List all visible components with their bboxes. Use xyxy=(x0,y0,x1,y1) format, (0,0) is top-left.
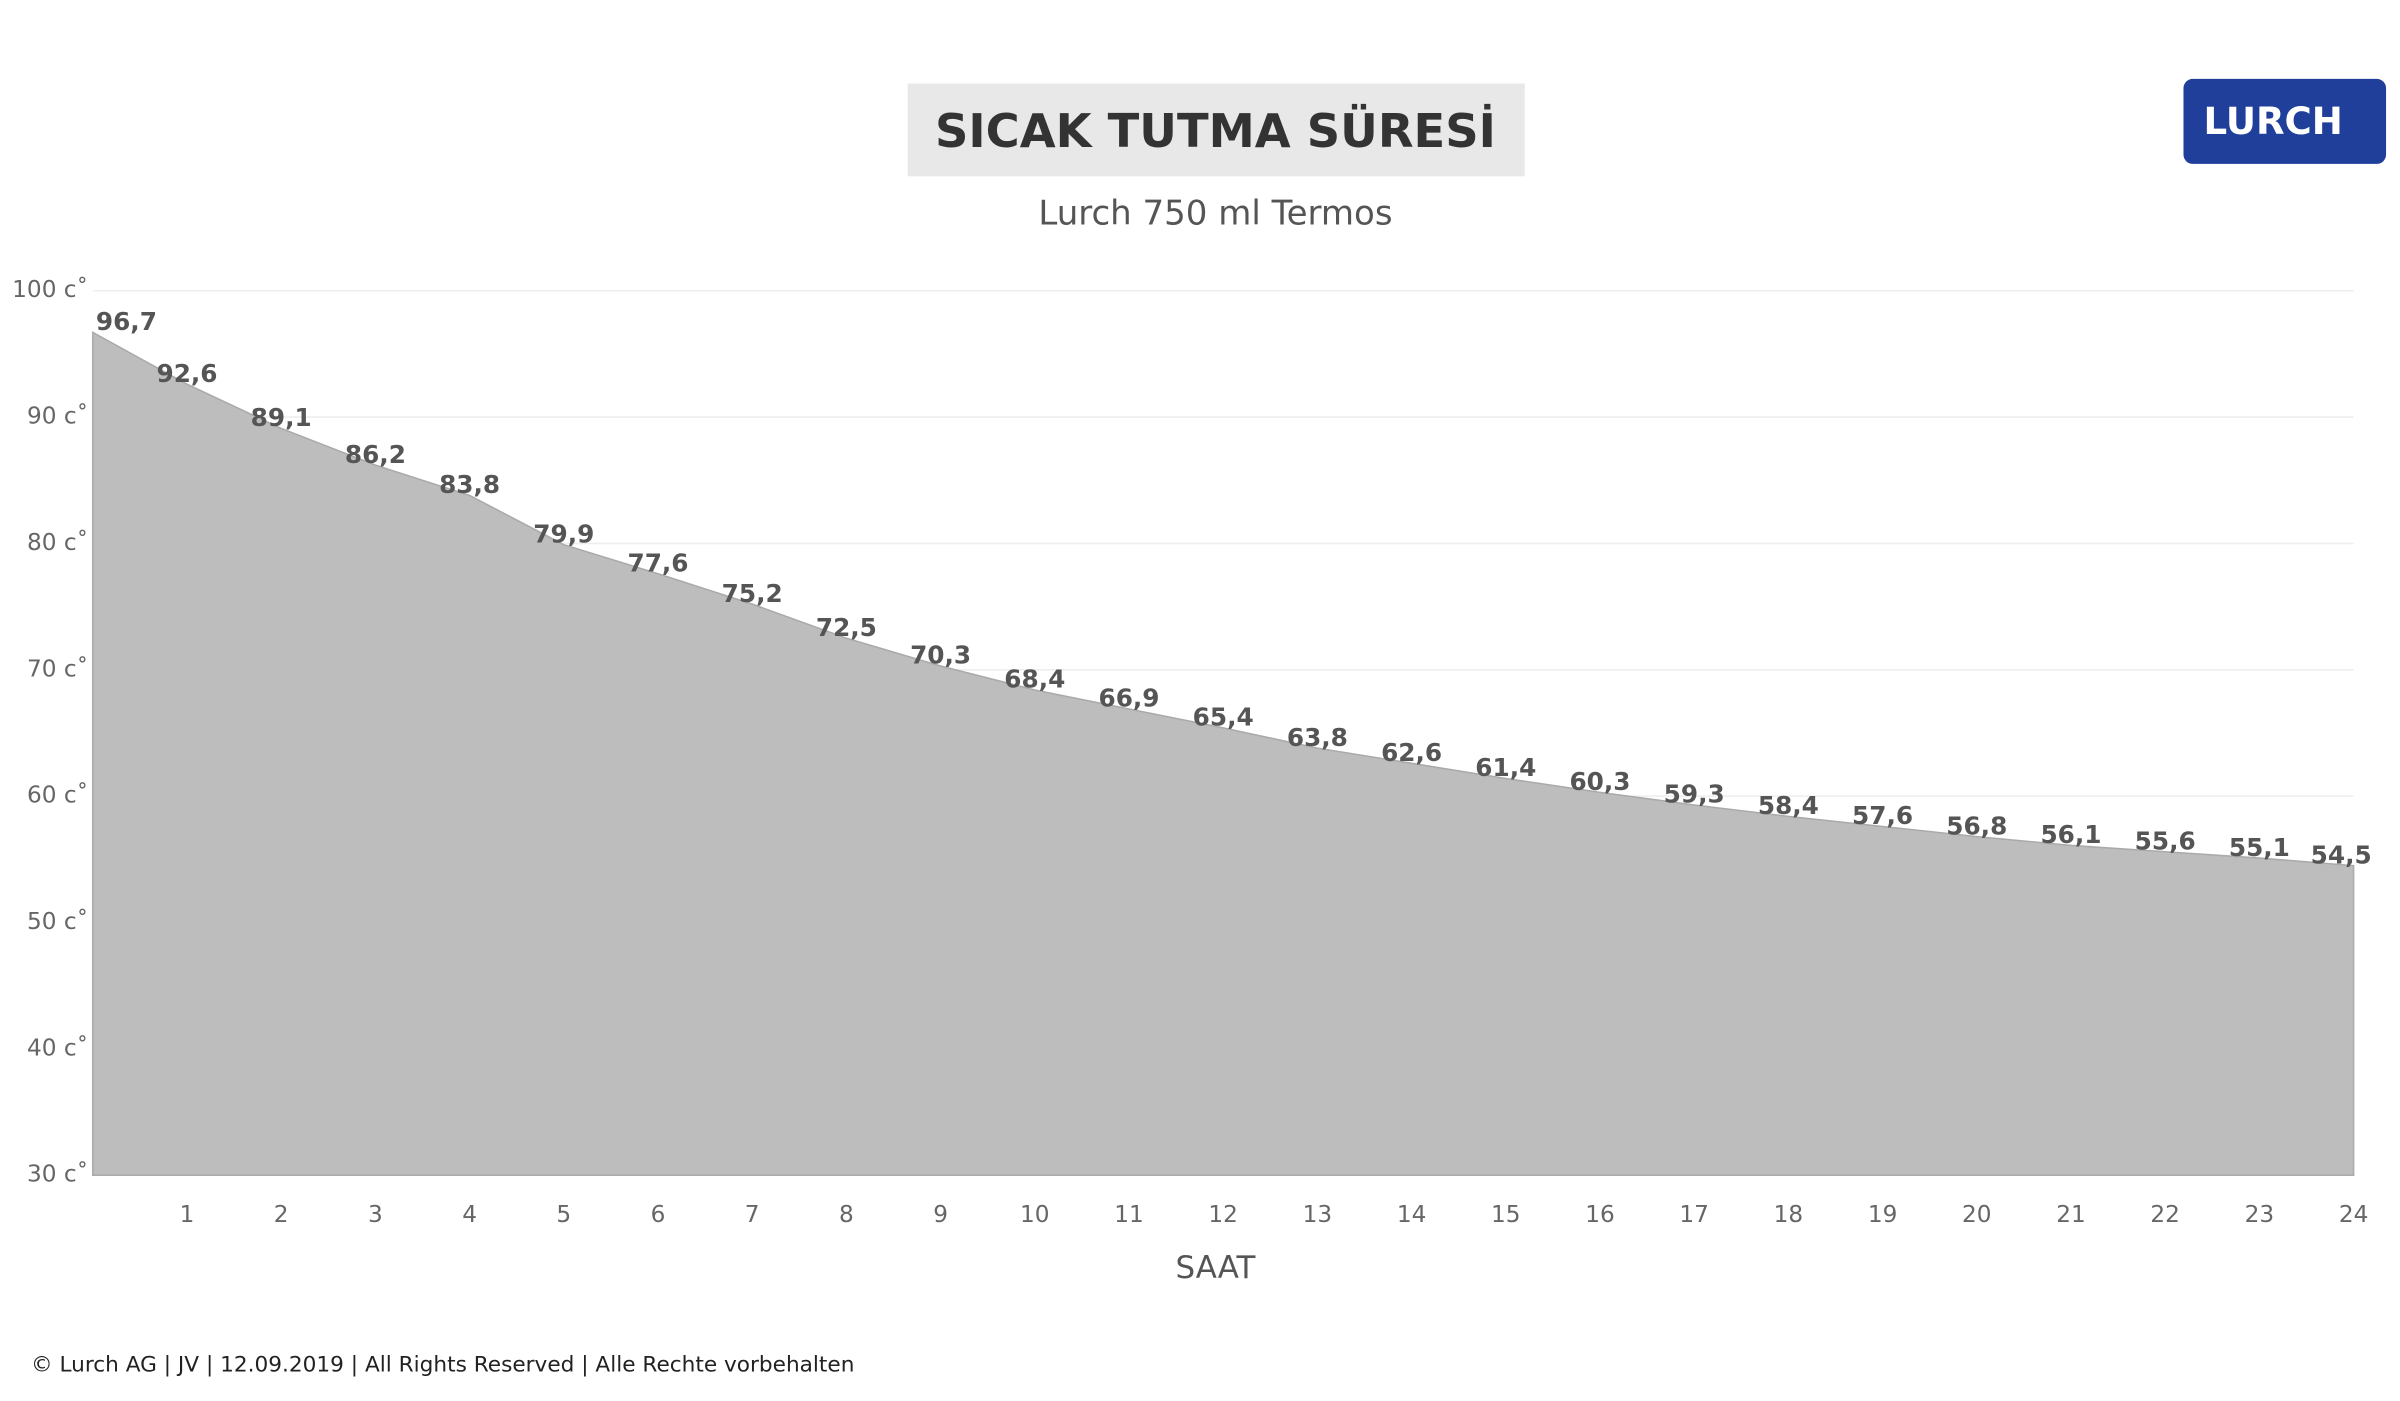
title-box xyxy=(907,83,1525,177)
x-tick-label: 22 xyxy=(2150,1201,2180,1228)
data-label: 65,4 xyxy=(1193,703,1254,732)
logo-box xyxy=(2183,78,2387,164)
x-tick-label: 15 xyxy=(1491,1201,1521,1228)
x-tick-label: 18 xyxy=(1774,1201,1804,1228)
data-label: 62,6 xyxy=(1381,738,1442,767)
x-tick-label: 11 xyxy=(1114,1201,1144,1228)
data-label: 72,5 xyxy=(816,613,877,642)
data-label: 54,5 xyxy=(2311,840,2372,869)
x-tick-label: 16 xyxy=(1585,1201,1615,1228)
data-label: 66,9 xyxy=(1098,684,1159,713)
x-tick-label: 4 xyxy=(462,1201,477,1228)
area xyxy=(92,331,2355,1177)
y-tick-label: 70 c˚ xyxy=(27,655,88,682)
data-label: 75,2 xyxy=(722,579,783,608)
data-label: 55,6 xyxy=(2135,826,2196,855)
x-tick-label: 2 xyxy=(274,1201,289,1228)
data-label: 59,3 xyxy=(1664,780,1725,809)
x-tick-label: 5 xyxy=(556,1201,571,1228)
x-tick-label: 24 xyxy=(2339,1201,2369,1228)
data-label: 86,2 xyxy=(345,440,406,469)
y-tick-label: 100 c˚ xyxy=(12,276,88,303)
data-label: 58,4 xyxy=(1758,791,1819,820)
x-tick-label: 7 xyxy=(745,1201,760,1228)
y-tick-label: 80 c˚ xyxy=(27,529,88,556)
data-label: 55,1 xyxy=(2229,833,2290,862)
x-tick-label: 3 xyxy=(368,1201,383,1228)
data-label: 61,4 xyxy=(1475,753,1536,782)
data-label: 56,1 xyxy=(2040,820,2101,849)
data-label: 96,7 xyxy=(96,307,157,336)
data-label: 92,6 xyxy=(156,359,217,388)
data-label: 70,3 xyxy=(910,641,971,670)
x-tick-label: 14 xyxy=(1397,1201,1427,1228)
y-tick-label: 40 c˚ xyxy=(27,1034,88,1061)
x-tick-label: 9 xyxy=(933,1201,948,1228)
x-tick-label: 1 xyxy=(180,1201,195,1228)
data-label: 56,8 xyxy=(1946,811,2007,840)
data-label: 68,4 xyxy=(1004,665,1065,694)
data-label: 60,3 xyxy=(1569,767,1630,796)
x-tick-label: 13 xyxy=(1303,1201,1333,1228)
data-label: 77,6 xyxy=(627,548,688,577)
data-label: 83,8 xyxy=(439,470,500,499)
x-tick-label: 23 xyxy=(2245,1201,2275,1228)
x-tick-label: 19 xyxy=(1868,1201,1898,1228)
y-tick-label: 30 c˚ xyxy=(27,1161,88,1188)
data-label: 57,6 xyxy=(1852,801,1913,830)
x-tick-label: 12 xyxy=(1208,1201,1238,1228)
x-tick-label: 6 xyxy=(651,1201,666,1228)
x-tick-label: 20 xyxy=(1962,1201,1992,1228)
logo: LURCH xyxy=(2204,100,2343,143)
y-tick-label: 60 c˚ xyxy=(27,782,88,809)
y-tick-label: 90 c˚ xyxy=(27,403,88,430)
x-tick-label: 21 xyxy=(2056,1201,2086,1228)
y-tick-label: 50 c˚ xyxy=(27,908,88,935)
chart-subtitle: Lurch 750 ml Termos xyxy=(1038,193,1392,233)
x-tick-label: 17 xyxy=(1679,1201,1709,1228)
data-label: 89,1 xyxy=(251,403,312,432)
footer: © Lurch AG | JV | 12.09.2019 | All Right… xyxy=(31,1352,854,1377)
x-axis-label: SAAT xyxy=(1176,1250,1256,1286)
data-label: 79,9 xyxy=(533,519,594,548)
x-tick-label: 10 xyxy=(1020,1201,1050,1228)
chart-title: SICAK TUTMA SÜRESİ xyxy=(935,104,1496,158)
data-label: 63,8 xyxy=(1287,723,1348,752)
x-tick-label: 8 xyxy=(839,1201,854,1228)
